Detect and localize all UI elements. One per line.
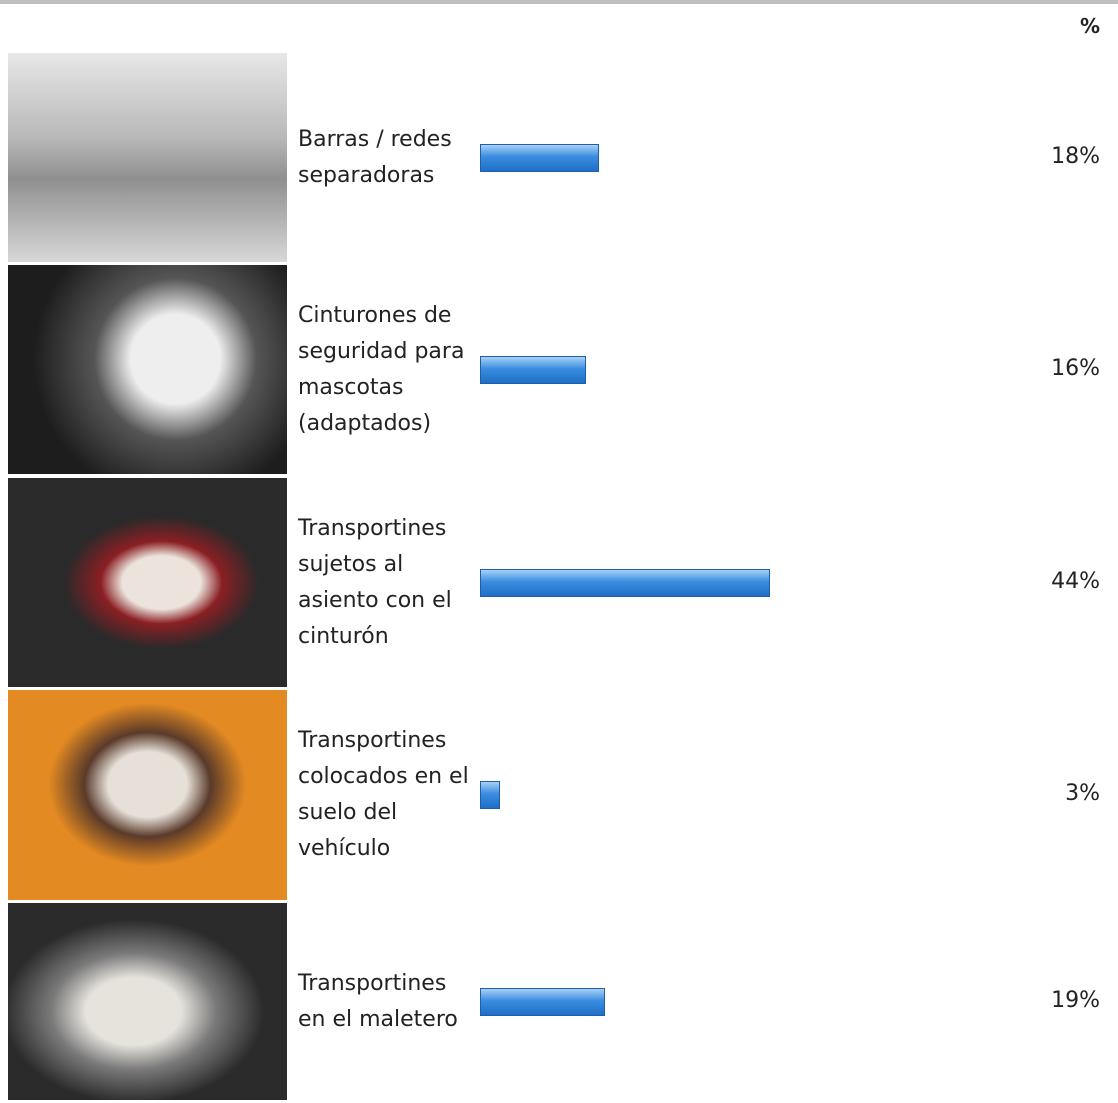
photo (8, 265, 287, 474)
option-label: Cinturones de seguridad para mascotas (a… (298, 302, 465, 436)
option-label: Barras / redes separadoras (298, 126, 452, 188)
value-label: 18% (1051, 143, 1100, 169)
value-label: 3% (1065, 781, 1100, 806)
bar (480, 568, 771, 597)
photo (8, 53, 287, 262)
value-header: % (1079, 14, 1100, 38)
bar (480, 355, 586, 384)
photo (8, 478, 287, 687)
bar (480, 987, 606, 1016)
top-strip (0, 0, 1118, 4)
value-label: 44% (1051, 568, 1100, 594)
bar (480, 781, 500, 809)
photo (8, 690, 287, 900)
option-label: Transportines colocados en el suelo del … (298, 728, 469, 861)
value-label: 19% (1051, 987, 1100, 1013)
photo (8, 903, 287, 1100)
option-label: Transportines en el maletero (298, 970, 458, 1032)
value-label: 16% (1051, 355, 1100, 381)
option-label: Transportines sujetos al asiento con el … (298, 515, 452, 649)
bar (480, 143, 599, 172)
